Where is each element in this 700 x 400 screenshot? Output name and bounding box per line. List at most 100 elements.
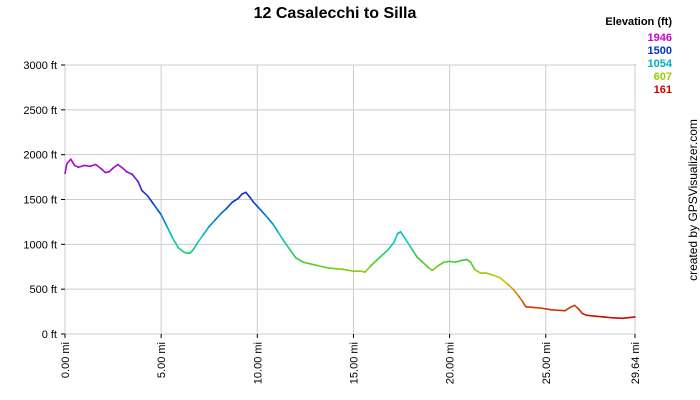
legend-title: Elevation (ft)	[605, 16, 672, 28]
profile-segment	[410, 247, 418, 258]
profile-segment	[381, 248, 389, 256]
profile-segment	[189, 248, 195, 255]
profile-segment	[573, 304, 580, 310]
elevation-profile-line	[64, 158, 636, 320]
profile-segment	[277, 231, 286, 243]
profile-segment	[416, 256, 424, 264]
profile-segment	[518, 295, 524, 303]
profile-segment	[137, 180, 143, 192]
profile-segment	[193, 241, 199, 250]
x-tick-label: 15.00 mi	[348, 342, 360, 384]
profile-segment	[404, 238, 412, 249]
profile-segment	[152, 203, 162, 216]
profile-segment	[100, 168, 107, 174]
profile-segment	[564, 306, 572, 312]
profile-segment	[506, 282, 514, 290]
profile-segment	[89, 163, 97, 168]
profile-segment	[310, 263, 320, 267]
x-axis: 0.00 mi 5.00 mi 10.00 mi 15.00 mi 20.00 mi 25…	[60, 334, 642, 384]
profile-segment	[77, 164, 86, 169]
profile-segment	[160, 213, 168, 228]
y-tick-label: 2000 ft	[23, 150, 57, 162]
profile-segment	[302, 261, 312, 265]
profile-segment	[512, 288, 520, 298]
profile-segment	[437, 261, 445, 267]
profile-segment	[121, 167, 128, 173]
profile-segment	[473, 268, 482, 274]
profile-segment	[544, 308, 553, 311]
profile-segment	[225, 201, 234, 210]
profile-segment	[117, 163, 124, 169]
profile-segment	[94, 163, 103, 170]
profile-segment	[83, 164, 91, 168]
profile-segment	[485, 272, 493, 276]
profile-segment	[208, 219, 216, 228]
profile-segment	[248, 196, 255, 203]
y-tick-label: 500 ft	[29, 284, 57, 296]
profile-segment	[602, 316, 614, 319]
profile-segment	[621, 316, 636, 320]
y-axis: 0 ft 500 ft 1000 ft 1500 ft 2000 ft 2500 ft 30…	[23, 60, 65, 341]
profile-segment	[214, 213, 222, 221]
profile-segment	[264, 213, 274, 225]
profile-segment	[289, 248, 297, 259]
x-tick-label: 20.00 mi	[445, 342, 457, 384]
profile-segment	[460, 258, 468, 262]
x-tick-label: 10.00 mi	[252, 342, 264, 384]
profile-segment	[393, 232, 399, 244]
profile-segment	[202, 225, 211, 236]
chart-title: 12 Casalecchi to Silla	[254, 5, 417, 22]
profile-segment	[431, 265, 439, 272]
profile-segment	[112, 163, 119, 169]
profile-segment	[64, 162, 68, 175]
profile-segment	[66, 158, 72, 165]
profile-segment	[294, 256, 305, 264]
profile-segment	[108, 167, 114, 173]
profile-segment	[593, 315, 605, 318]
x-tick-label: 5.00 mi	[156, 342, 168, 378]
profile-segment	[421, 261, 430, 269]
legend-entry: 607	[654, 71, 672, 83]
profile-segment	[219, 207, 228, 215]
x-tick-label: 25.00 mi	[541, 342, 553, 384]
profile-segment	[166, 225, 174, 239]
y-tick-label: 1500 ft	[23, 195, 57, 207]
y-tick-label: 2500 ft	[23, 105, 57, 117]
grid-lines	[64, 64, 636, 335]
legend-entry: 161	[654, 84, 672, 96]
y-tick-label: 1000 ft	[23, 239, 57, 251]
profile-segment	[539, 307, 547, 310]
profile-segment	[196, 233, 205, 244]
profile-segment	[252, 201, 261, 210]
x-tick-label: 29.64 mi	[630, 342, 642, 384]
profile-segment	[131, 173, 139, 183]
profile-segment	[333, 267, 345, 271]
profile-segment	[469, 261, 476, 271]
profile-segment	[237, 193, 243, 200]
credit-text: created by GPSVisualizer.com	[686, 119, 700, 281]
profile-segment	[585, 314, 595, 317]
profile-segment	[325, 266, 336, 270]
profile-segment	[283, 240, 291, 251]
profile-segment	[318, 265, 328, 269]
profile-segment	[183, 251, 191, 255]
profile-segment	[399, 230, 407, 240]
profile-segment	[375, 254, 384, 262]
legend-entry: 1500	[648, 45, 672, 57]
x-tick-label: 0.00 mi	[60, 342, 72, 378]
profile-segment	[69, 158, 76, 167]
y-tick-label: 0 ft	[42, 329, 57, 341]
profile-segment	[177, 247, 186, 254]
profile-segment	[141, 189, 149, 197]
profile-segment	[448, 260, 457, 264]
profile-segment	[369, 259, 378, 267]
profile-segment	[454, 259, 462, 264]
legend-entry: 1946	[648, 32, 672, 44]
profile-segment	[125, 170, 134, 176]
profile-segment	[443, 260, 451, 264]
y-tick-label: 3000 ft	[23, 60, 57, 72]
profile-segment	[244, 191, 251, 198]
profile-segment	[498, 276, 509, 285]
